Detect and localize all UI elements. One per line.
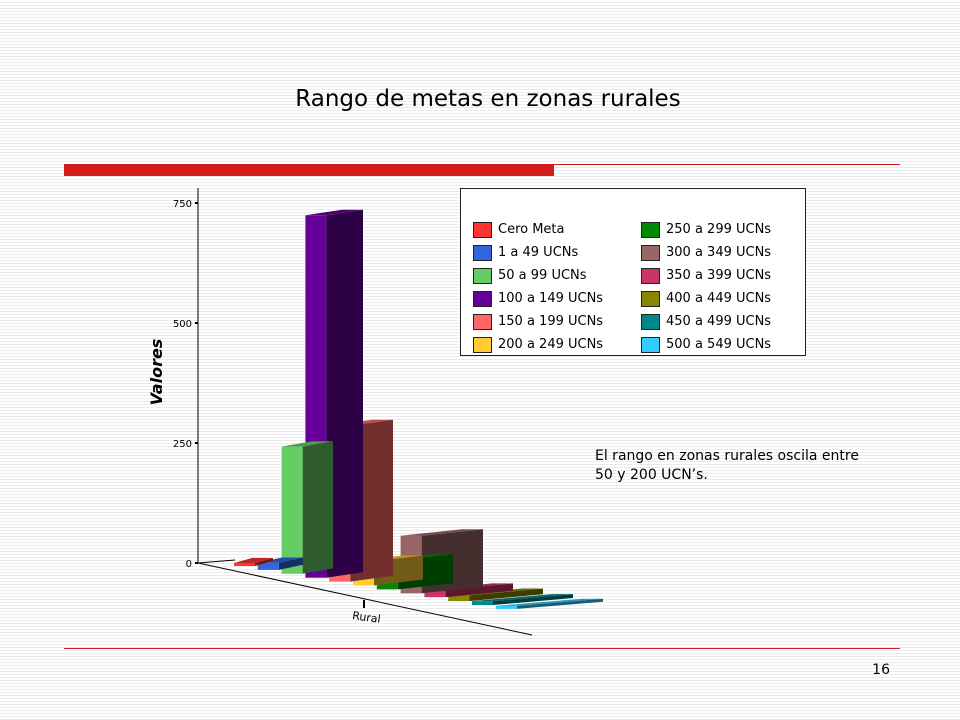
- legend-swatch: [641, 290, 660, 307]
- legend-item: 500 a 549 UCNs: [641, 333, 809, 356]
- legend-label: 350 a 399 UCNs: [666, 268, 772, 283]
- x-category-label: Rural: [351, 609, 381, 626]
- y-axis-label: Valores: [147, 339, 166, 406]
- legend-label: 100 a 149 UCNs: [498, 291, 604, 306]
- chart-note: El rango en zonas rurales oscila entre 5…: [595, 448, 859, 483]
- title-accent-bar: [64, 164, 554, 176]
- legend-item: Cero Meta: [473, 218, 641, 241]
- page-number: 16: [872, 662, 890, 678]
- legend-item: 400 a 449 UCNs: [641, 287, 809, 310]
- legend-label: 400 a 449 UCNs: [666, 291, 772, 306]
- legend-item: 250 a 299 UCNs: [641, 218, 809, 241]
- legend-item: 350 a 399 UCNs: [641, 264, 809, 287]
- legend-item: 450 a 499 UCNs: [641, 310, 809, 333]
- legend-label: 1 a 49 UCNs: [498, 245, 579, 260]
- legend-label: 50 a 99 UCNs: [498, 268, 587, 283]
- legend-item: 100 a 149 UCNs: [473, 287, 641, 310]
- legend-label: 500 a 549 UCNs: [666, 337, 772, 352]
- legend-swatch: [473, 244, 492, 261]
- bar-11: [472, 594, 573, 605]
- footer-divider-line: [64, 648, 900, 649]
- legend-swatch: [641, 267, 660, 284]
- legend-label: 150 a 199 UCNs: [498, 314, 604, 329]
- legend-item: 1 a 49 UCNs: [473, 241, 641, 264]
- legend-swatch: [641, 221, 660, 238]
- bar-12: [495, 598, 603, 609]
- legend-swatch: [473, 221, 492, 238]
- legend-swatch: [473, 336, 492, 353]
- chart-legend: Cero Meta 250 a 299 UCNs 1 a 49 UCNs 300 a …: [460, 188, 806, 356]
- y-tick-label: 500: [173, 319, 192, 330]
- chart-axes: 0 250 500 750 Rural: [173, 188, 533, 636]
- legend-swatch: [473, 313, 492, 330]
- y-tick-label: 0: [186, 559, 192, 570]
- slide-title: Rango de metas en zonas rurales: [295, 86, 681, 112]
- legend-swatch: [641, 313, 660, 330]
- legend-swatch: [641, 336, 660, 353]
- legend-label: 200 a 249 UCNs: [498, 337, 604, 352]
- legend-swatch: [473, 267, 492, 284]
- legend-swatch: [641, 244, 660, 261]
- legend-item: 50 a 99 UCNs: [473, 264, 641, 287]
- legend-item: 200 a 249 UCNs: [473, 333, 641, 356]
- legend-item: 150 a 199 UCNs: [473, 310, 641, 333]
- legend-label: Cero Meta: [498, 222, 565, 237]
- legend-label: 450 a 499 UCNs: [666, 314, 772, 329]
- legend-item: 300 a 349 UCNs: [641, 241, 809, 264]
- bar-3: [281, 441, 333, 574]
- legend-label: 250 a 299 UCNs: [666, 222, 772, 237]
- chart-bars: [234, 209, 603, 609]
- y-tick-label: 750: [173, 199, 192, 210]
- legend-label: 300 a 349 UCNs: [666, 245, 772, 260]
- y-tick-label: 250: [173, 439, 192, 450]
- bar-1: [234, 558, 273, 566]
- legend-swatch: [473, 290, 492, 307]
- legend-grid: Cero Meta 250 a 299 UCNs 1 a 49 UCNs 300 a …: [473, 218, 809, 356]
